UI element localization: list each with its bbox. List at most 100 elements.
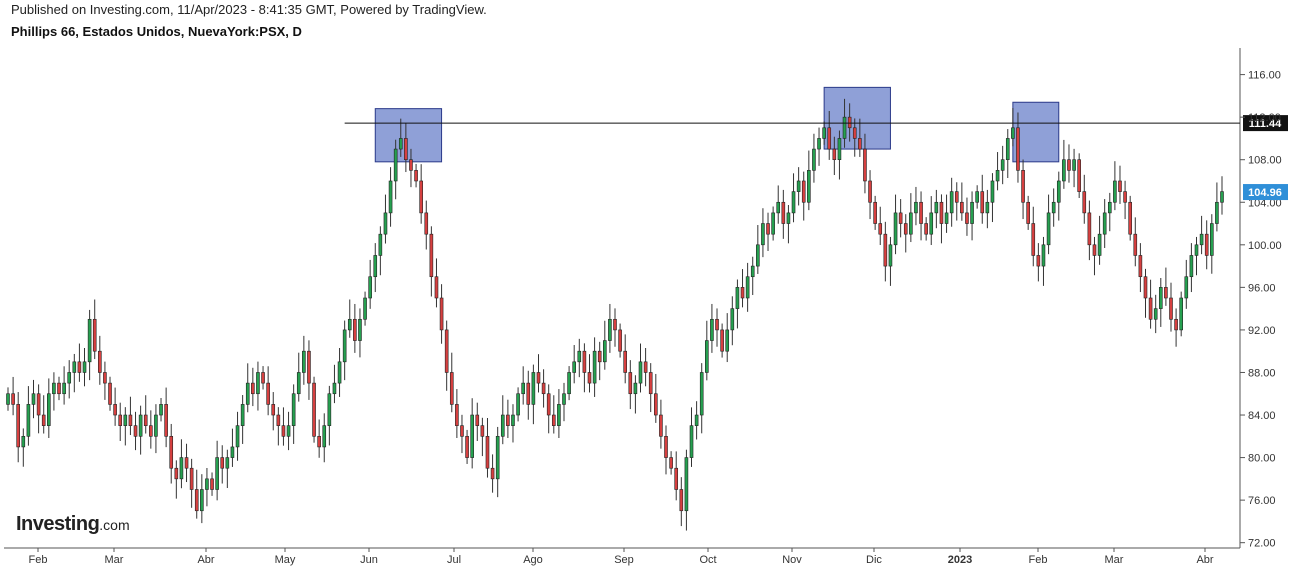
candle — [368, 259, 372, 309]
candle-body-down — [480, 425, 485, 437]
candle — [740, 269, 745, 308]
candle-body-up — [368, 276, 372, 299]
candle-body-down — [143, 414, 148, 426]
candle-body-up — [1097, 233, 1102, 256]
x-tick-label: Abr — [197, 554, 214, 566]
candle — [434, 258, 439, 308]
published-info: Published on Investing.com, 11/Apr/2023 … — [11, 2, 487, 17]
candle-body-up — [975, 191, 979, 203]
candle — [118, 402, 123, 441]
candle-body-down — [720, 329, 724, 352]
candle — [567, 366, 571, 401]
candle — [215, 440, 219, 501]
candle-body-down — [271, 404, 276, 416]
candle-body-down — [1128, 201, 1132, 235]
candle — [771, 206, 775, 241]
candle-body-up — [944, 212, 949, 224]
candle — [31, 379, 36, 419]
candle-body-down — [863, 148, 867, 182]
candle — [511, 404, 515, 443]
candle — [108, 376, 112, 411]
candle-body-up — [756, 244, 760, 267]
candle-body-down — [434, 276, 439, 299]
candle-body-up — [812, 148, 816, 171]
candle — [103, 361, 107, 400]
investing-logo: Investing.com — [16, 513, 130, 536]
candle-body-up — [327, 393, 332, 426]
candle — [353, 303, 357, 353]
candle-body-up — [817, 138, 821, 150]
candle — [541, 369, 546, 408]
candle — [812, 133, 816, 183]
highlight-boxes — [374, 86, 1060, 163]
candle-body-up — [1153, 308, 1158, 320]
candle — [67, 360, 72, 399]
candle-body-down — [133, 425, 138, 437]
candlestick-series — [6, 98, 1224, 531]
candle-body-up — [1051, 201, 1056, 214]
candle — [429, 226, 434, 297]
candle — [633, 375, 638, 414]
candle — [52, 372, 56, 411]
candle — [470, 398, 474, 469]
candle — [878, 206, 883, 246]
candle — [251, 367, 255, 407]
candle-body-down — [174, 467, 179, 480]
candle-body-up — [72, 361, 77, 373]
candle-body-down — [878, 223, 883, 235]
candle-body-up — [398, 138, 403, 150]
candle — [419, 164, 423, 224]
candle-body-up — [358, 318, 362, 341]
candle — [1000, 145, 1005, 185]
candle-body-down — [307, 350, 311, 384]
candle-body-down — [939, 201, 944, 224]
candle — [1138, 243, 1143, 293]
candle — [791, 173, 796, 223]
candle — [1215, 182, 1219, 232]
resistance-label: 111.44 — [1249, 118, 1282, 130]
candle-body-up — [822, 127, 826, 139]
candle — [393, 139, 398, 200]
candle — [220, 445, 225, 484]
candle — [200, 474, 204, 524]
candle — [276, 407, 281, 446]
candle-body-up — [888, 244, 893, 267]
candle — [1133, 217, 1138, 267]
candle-body-down — [189, 467, 194, 490]
candle-body-down — [312, 382, 316, 437]
candle-body-up — [342, 329, 347, 363]
candle-body-down — [11, 393, 15, 405]
candle-body-up — [82, 361, 87, 373]
candle — [506, 399, 510, 438]
candle-body-down — [1016, 127, 1020, 171]
candle — [383, 194, 388, 244]
candle — [414, 163, 418, 188]
candle-body-up — [807, 170, 811, 203]
candle-body-down — [36, 393, 41, 416]
candle — [516, 387, 520, 422]
y-tick-label: 84.00 — [1248, 410, 1276, 422]
candle — [1123, 180, 1127, 220]
candle-body-up — [154, 414, 158, 437]
candle — [965, 197, 969, 236]
candle-body-up — [995, 170, 1000, 182]
candle — [1148, 279, 1153, 329]
candle-body-down — [623, 350, 628, 373]
candle-body-down — [317, 435, 321, 448]
candle — [169, 423, 174, 484]
candle-body-down — [1021, 170, 1025, 203]
candle — [1153, 294, 1158, 334]
candle-body-down — [444, 329, 449, 373]
candle-body-up — [1102, 212, 1107, 235]
plot-frame — [4, 48, 1241, 549]
candle-body-up — [929, 212, 934, 235]
candle-body-up — [495, 435, 500, 480]
candle — [776, 185, 781, 224]
candle — [526, 370, 531, 420]
candle — [1143, 268, 1148, 318]
candle — [444, 320, 449, 391]
candle — [1082, 174, 1087, 224]
candle — [786, 205, 791, 244]
candle-body-up — [256, 372, 260, 395]
